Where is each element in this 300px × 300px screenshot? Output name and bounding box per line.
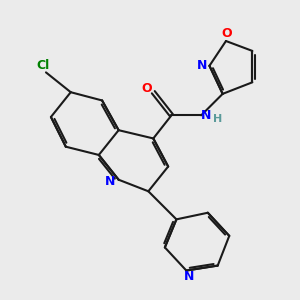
Text: H: H [213,114,222,124]
Text: O: O [141,82,152,95]
Text: Cl: Cl [36,58,49,72]
Text: N: N [184,270,194,283]
Text: N: N [105,175,116,188]
Text: O: O [221,27,232,40]
Text: N: N [197,59,207,72]
Text: N: N [201,109,211,122]
